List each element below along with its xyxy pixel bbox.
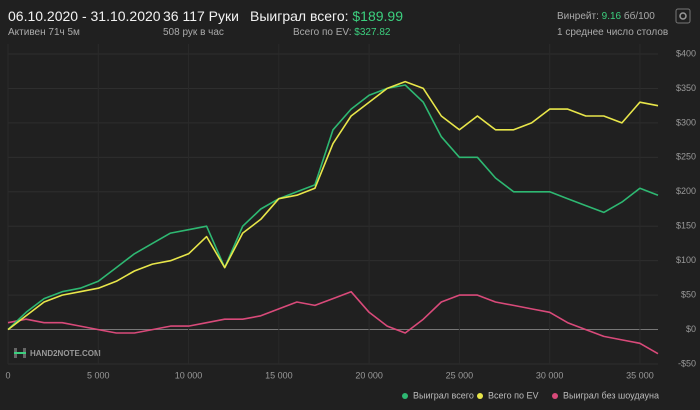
- ev-value: $327.82: [354, 27, 391, 38]
- won-total: Выиграл всего: $189.99: [250, 8, 403, 24]
- series-line: [7, 84, 659, 331]
- watermark-text: HAND2NOTE.COM: [30, 349, 101, 358]
- x-tick-label: 0: [5, 370, 10, 380]
- x-tick-label: 10 000: [175, 370, 203, 380]
- legend-marker: [402, 393, 408, 399]
- x-tick-label: 5 000: [87, 370, 110, 380]
- legend-marker: [552, 393, 558, 399]
- y-tick-label: $400: [676, 48, 696, 58]
- winrate: Винрейт: 9.16 бб/100: [557, 11, 655, 22]
- legend-label: Всего по EV: [488, 390, 538, 400]
- won-label: Выиграл всего:: [250, 8, 349, 24]
- winrate-unit: бб/100: [623, 11, 655, 22]
- legend-label: Выиграл без шоудауна: [563, 390, 659, 400]
- x-tick-label: 30 000: [536, 370, 564, 380]
- y-tick-label: $100: [676, 255, 696, 265]
- y-tick-label: $50: [681, 289, 696, 299]
- ev-label: Всего по EV:: [293, 27, 352, 38]
- x-tick-label: 25 000: [446, 370, 474, 380]
- date-range: 06.10.2020 - 31.10.2020: [8, 8, 161, 24]
- won-value: $189.99: [352, 8, 403, 24]
- x-tick-label: 15 000: [265, 370, 293, 380]
- tables: 1 среднее число столов: [557, 27, 669, 38]
- y-tick-label: $0: [686, 324, 696, 334]
- logo-bar: [14, 352, 26, 354]
- watermark: HAND2NOTE.COM: [14, 348, 101, 358]
- winrate-label: Винрейт:: [557, 11, 599, 22]
- settings-icon[interactable]: [675, 8, 691, 24]
- legend-marker: [477, 393, 483, 399]
- ev-total: Всего по EV: $327.82: [293, 27, 390, 38]
- settings-gear[interactable]: [679, 12, 687, 20]
- y-tick-label: $350: [676, 83, 696, 93]
- hands: 36 117 Руки: [163, 8, 239, 24]
- hands-per-hour: 508 рук в час: [163, 27, 224, 38]
- x-tick-label: 20 000: [355, 370, 383, 380]
- settings-frame[interactable]: [675, 8, 691, 24]
- y-tick-label: $250: [676, 152, 696, 162]
- x-tick-label: 35 000: [626, 370, 654, 380]
- winrate-value: 9.16: [601, 11, 622, 22]
- series-line: [7, 80, 659, 331]
- y-tick-label: $200: [676, 186, 696, 196]
- y-tick-label: $300: [676, 117, 696, 127]
- y-tick-label: -$50: [678, 358, 696, 368]
- legend-label: Выиграл всего: [413, 390, 474, 400]
- series-line: [7, 290, 659, 355]
- active-time: Активен 71ч 5м: [8, 27, 80, 38]
- y-tick-label: $150: [676, 221, 696, 231]
